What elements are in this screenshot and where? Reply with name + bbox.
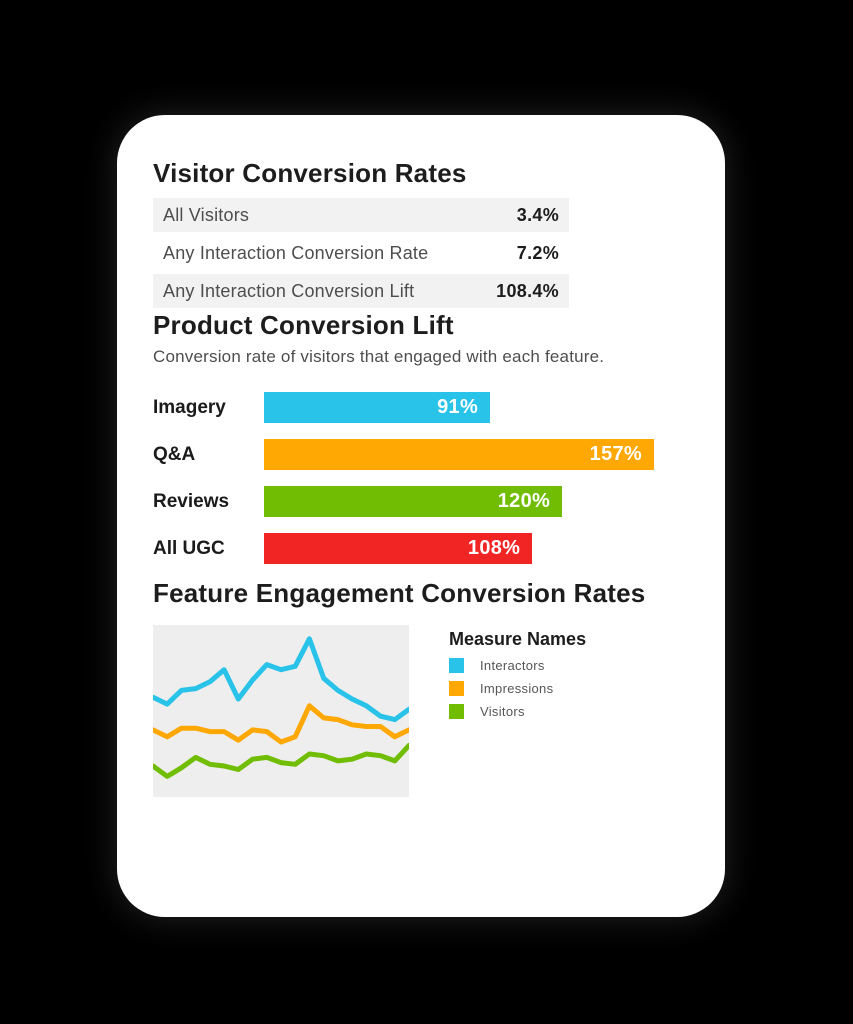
- bar-row: All UGC 108%: [153, 533, 689, 564]
- bar-fill: 91%: [264, 392, 491, 423]
- bar-fill: 157%: [264, 439, 654, 470]
- bar-category-label: All UGC: [153, 537, 225, 559]
- rate-value: 7.2%: [516, 242, 559, 263]
- line-series-visitors: [153, 742, 409, 779]
- product-lift-title: Product Conversion Lift: [153, 310, 454, 340]
- bar-fill: 120%: [264, 486, 563, 517]
- legend: Measure Names Interactors Impressions Visi…: [449, 625, 586, 719]
- feature-engagement-title: Feature Engagement Conversion Rates: [153, 578, 646, 608]
- rate-label: Any Interaction Conversion Rate: [163, 242, 429, 263]
- line-chart: [153, 625, 409, 797]
- feature-engagement-chart-row: Measure Names Interactors Impressions Visi…: [153, 625, 689, 797]
- rate-row: Any Interaction Conversion Lift 108.4%: [153, 274, 569, 308]
- rate-value: 108.4%: [496, 280, 559, 301]
- legend-item-label: Impressions: [480, 681, 554, 696]
- legend-item-label: Interactors: [480, 658, 545, 673]
- legend-item: Interactors: [449, 658, 586, 673]
- legend-swatch-interactors: [449, 658, 464, 673]
- bar-row: Q&A 157%: [153, 439, 689, 470]
- legend-item-label: Visitors: [480, 704, 525, 719]
- rate-row: All Visitors 3.4%: [153, 198, 569, 232]
- legend-swatch-impressions: [449, 681, 464, 696]
- bar-row: Imagery 91%: [153, 392, 689, 423]
- legend-title: Measure Names: [449, 629, 587, 649]
- line-series-impressions: [153, 703, 409, 745]
- legend-item: Visitors: [449, 704, 586, 719]
- feature-engagement-section: Feature Engagement Conversion Rates Meas…: [153, 580, 689, 797]
- bar-value-label: 91%: [437, 396, 479, 418]
- bar-category-label: Q&A: [153, 443, 196, 465]
- rate-row: Any Interaction Conversion Rate 7.2%: [153, 236, 569, 270]
- report-card: Visitor Conversion Rates All Visitors 3.4…: [117, 115, 725, 917]
- legend-items: Interactors Impressions Visitors: [449, 658, 586, 719]
- rate-label: Any Interaction Conversion Lift: [163, 280, 415, 301]
- bar-row: Reviews 120%: [153, 486, 689, 517]
- visitor-rates-table: All Visitors 3.4% Any Interaction Conversi…: [153, 198, 569, 308]
- product-lift-bar-chart: Imagery 91% Q&A 157% Reviews 120% All UGC 108%: [153, 392, 689, 564]
- visitor-conversion-section: Visitor Conversion Rates All Visitors 3.4…: [153, 160, 689, 308]
- bar-track: 108%: [264, 533, 654, 564]
- line-series-interactors: [153, 636, 409, 723]
- bar-track: 120%: [264, 486, 654, 517]
- visitor-rates-title: Visitor Conversion Rates: [153, 158, 467, 188]
- bar-category-label: Reviews: [153, 490, 230, 512]
- rate-value: 3.4%: [516, 204, 559, 225]
- product-lift-subtitle: Conversion rate of visitors that engaged…: [153, 347, 605, 366]
- product-lift-section: Product Conversion Lift Conversion rate …: [153, 312, 689, 564]
- rate-label: All Visitors: [163, 204, 250, 225]
- legend-swatch-visitors: [449, 704, 464, 719]
- bar-track: 157%: [264, 439, 654, 470]
- bar-track: 91%: [264, 392, 654, 423]
- bar-fill: 108%: [264, 533, 533, 564]
- bar-category-label: Imagery: [153, 396, 226, 418]
- bar-value-label: 108%: [467, 537, 521, 559]
- legend-item: Impressions: [449, 681, 586, 696]
- bar-value-label: 157%: [589, 443, 642, 465]
- bar-value-label: 120%: [497, 490, 551, 512]
